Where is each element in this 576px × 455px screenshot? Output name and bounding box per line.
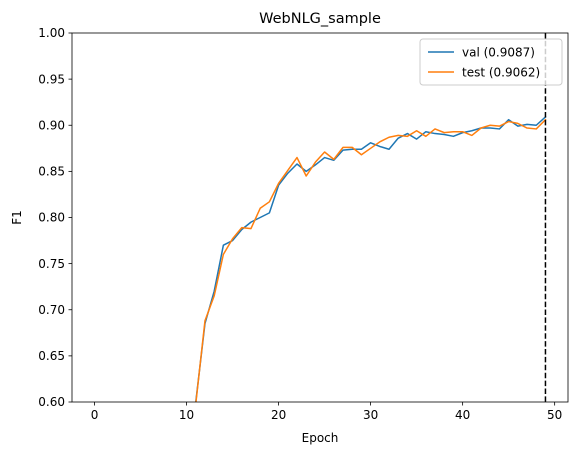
x-tick-label: 50: [547, 408, 562, 422]
series-line-test: [195, 118, 547, 402]
y-tick-label: 0.65: [38, 349, 65, 363]
plot-area: 0 10 20 30 40 50 0.60 0.65 0.70 0.75 0.80 0.85 0.90 0…: [38, 26, 569, 422]
chart-title: WebNLG_sample: [259, 11, 381, 27]
y-tick-label: 0.60: [38, 395, 65, 409]
y-tick-label: 0.75: [38, 257, 65, 271]
x-axis-label: Epoch: [302, 431, 339, 445]
legend-entry-label: val (0.9087): [462, 45, 535, 59]
y-tick-label: 0.90: [38, 118, 65, 132]
series-line-val: [195, 115, 547, 402]
legend: val (0.9087) test (0.9062): [419, 38, 563, 86]
x-tick-label: 20: [271, 408, 286, 422]
y-tick-label: 0.85: [38, 165, 65, 179]
x-tick-label: 10: [179, 408, 194, 422]
x-tick-label: 40: [455, 408, 470, 422]
x-tick-label: 30: [363, 408, 378, 422]
legend-entry-label: test (0.9062): [462, 65, 540, 79]
y-tick-label: 0.80: [38, 211, 65, 225]
y-axis-label: F1: [10, 210, 24, 225]
x-tick-label: 0: [91, 408, 99, 422]
series-group: [195, 115, 547, 402]
axes-frame: [71, 32, 569, 403]
y-tick-label: 0.95: [38, 72, 65, 86]
y-tick-label: 0.70: [38, 303, 65, 317]
y-tick-label: 1.00: [38, 26, 65, 40]
legend-box: [419, 38, 563, 86]
